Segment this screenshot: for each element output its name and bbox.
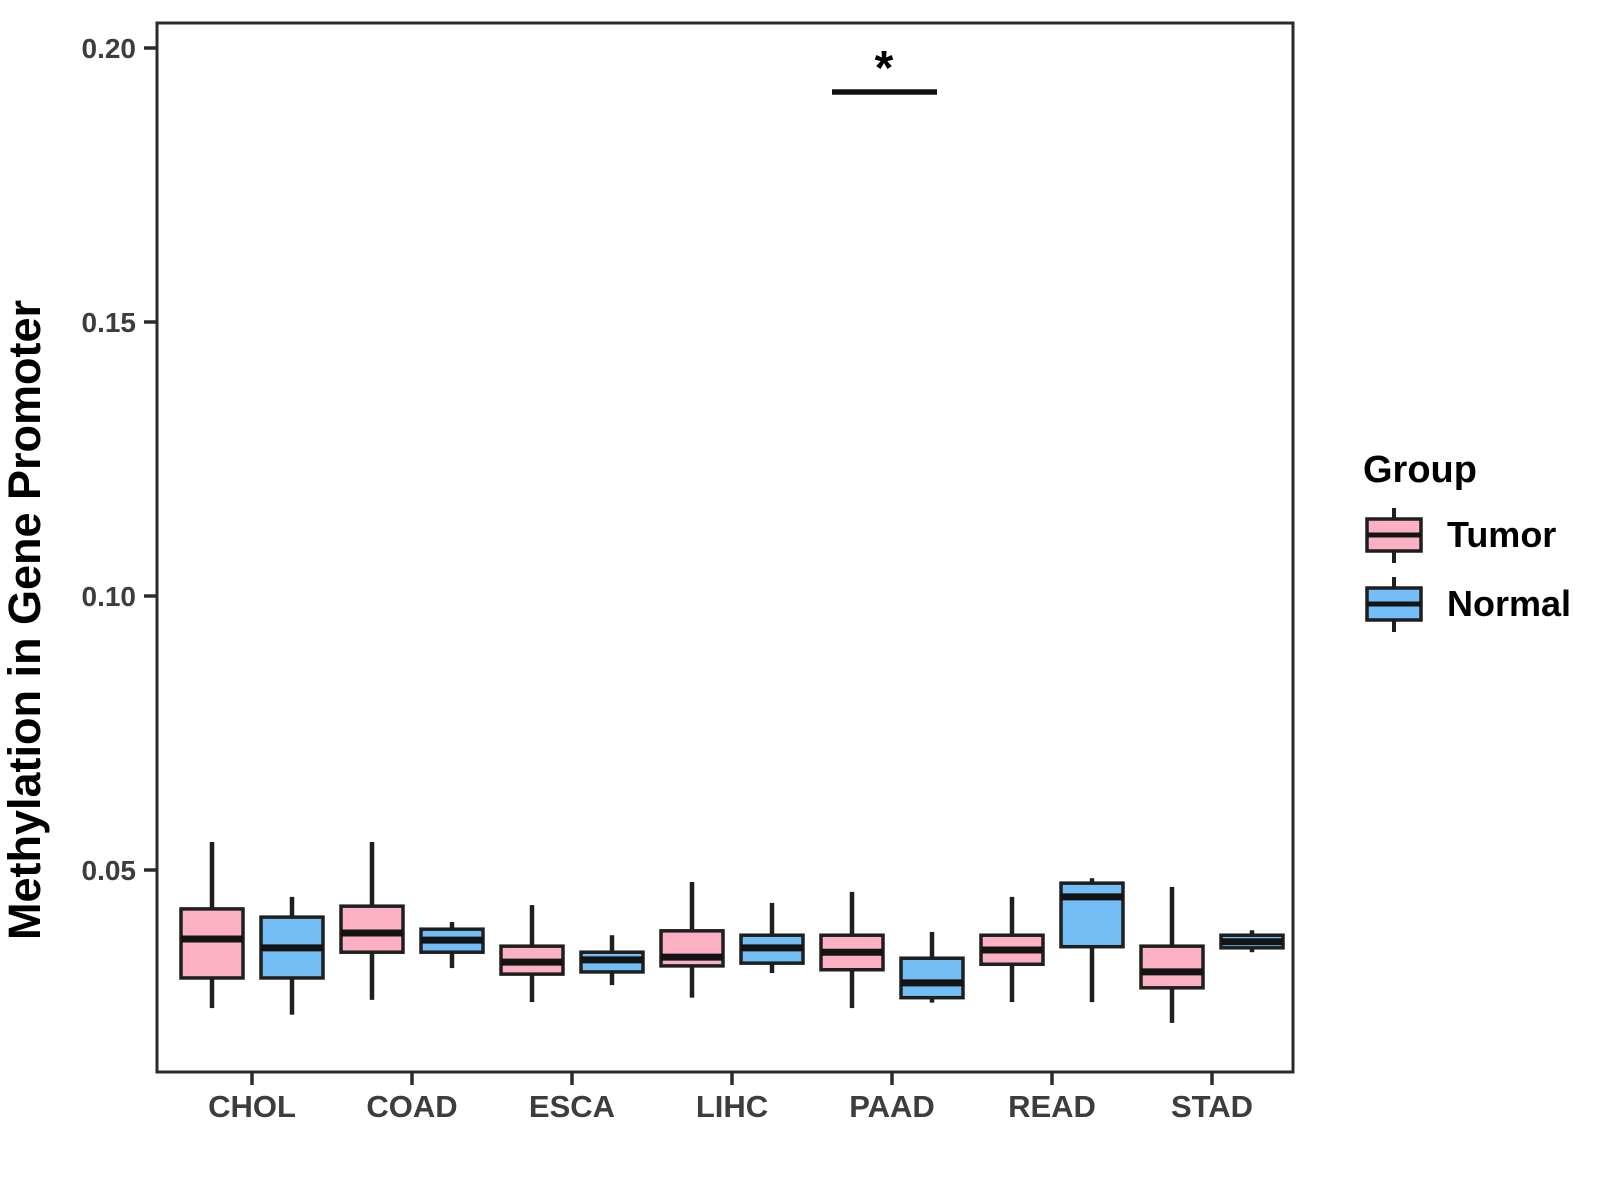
box-lihc-normal — [739, 902, 805, 974]
legend-label-normal: Normal — [1447, 583, 1571, 624]
x-tick-label-paad: PAAD — [849, 1089, 935, 1124]
y-tick-label: 0.15 — [82, 307, 137, 338]
y-tick-label: 0.20 — [82, 33, 137, 64]
y-tick-label: 0.05 — [82, 855, 137, 886]
box-paad-normal — [899, 931, 965, 1003]
box-stad-tumor — [1139, 886, 1205, 1023]
iqr-box — [1059, 881, 1125, 949]
box-read-tumor — [979, 896, 1045, 1003]
iqr-box — [899, 956, 965, 1000]
box-coad-normal — [419, 922, 485, 969]
box-chol-tumor — [179, 842, 245, 1009]
y-axis-title: Methylation in Gene Promoter — [0, 300, 50, 940]
box-chol-normal — [259, 896, 325, 1015]
legend: Group Tumor Normal — [1363, 449, 1571, 632]
x-tick-label-chol: CHOL — [208, 1089, 296, 1124]
box-lihc-tumor — [659, 882, 725, 998]
legend-items: Tumor Normal — [1365, 508, 1571, 632]
y-tick-label: 0.10 — [82, 581, 137, 612]
box-read-normal — [1059, 878, 1125, 1003]
legend-item-tumor: Tumor — [1365, 508, 1556, 563]
legend-title: Group — [1363, 449, 1477, 491]
box-esca-normal — [579, 935, 645, 986]
x-tick-label-coad: COAD — [366, 1089, 457, 1124]
box-esca-tumor — [499, 905, 565, 1003]
x-tick-label-esca: ESCA — [529, 1089, 615, 1124]
iqr-box — [659, 929, 725, 968]
box-paad-tumor — [819, 891, 885, 1009]
legend-item-normal: Normal — [1365, 577, 1571, 632]
x-tick-label-stad: STAD — [1171, 1089, 1253, 1124]
boxplots — [179, 842, 1285, 1023]
significance-annotation: * — [832, 42, 937, 95]
iqr-box — [179, 907, 245, 980]
x-tick-label-read: READ — [1008, 1089, 1096, 1124]
plot-panel — [155, 21, 1295, 1074]
x-tick-label-lihc: LIHC — [696, 1089, 768, 1124]
x-axis: CHOL COAD ESCA LIHC PAAD READ STAD — [208, 1072, 1253, 1124]
box-coad-tumor — [339, 842, 405, 1000]
iqr-box — [1139, 944, 1205, 990]
legend-label-tumor: Tumor — [1447, 514, 1556, 555]
y-axis: 0.05 0.10 0.15 0.20 — [82, 33, 157, 886]
iqr-box — [339, 904, 405, 954]
box-stad-normal — [1219, 930, 1285, 953]
significance-star: * — [875, 42, 894, 95]
